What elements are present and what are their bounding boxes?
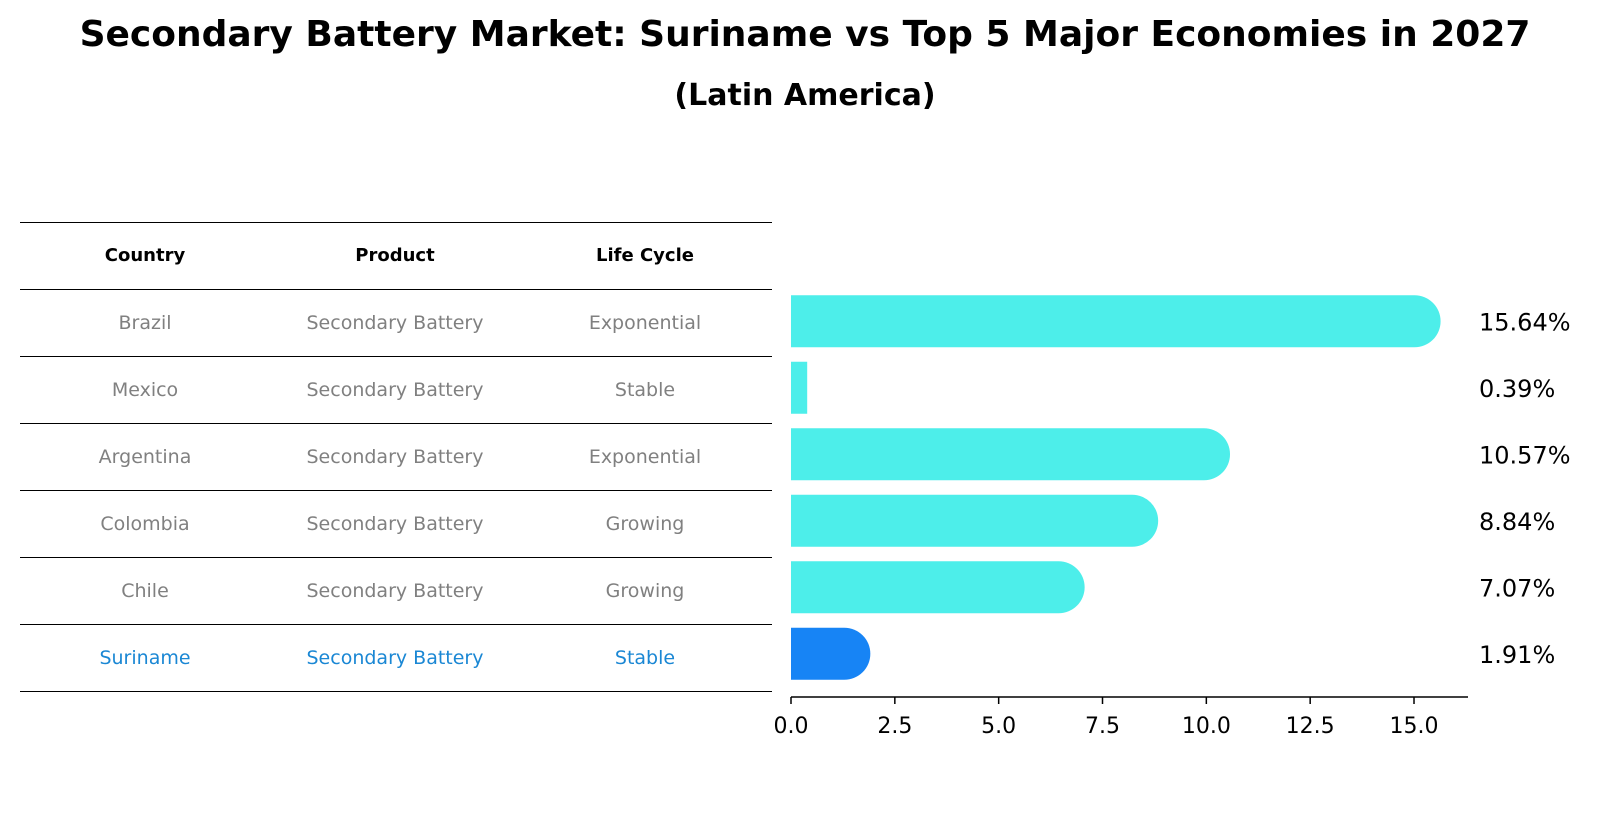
cell-country: Argentina [98,446,192,468]
cell-country: Chile [121,580,169,602]
cell-life-cycle: Growing [605,513,685,535]
market-table: Country Product Life Cycle Brazil Second… [20,222,772,692]
chart-title: Secondary Battery Market: Suriname vs To… [79,14,1531,55]
cell-life-cycle: Exponential [588,446,702,468]
x-tick-label: 5.0 [981,714,1016,739]
bar-mexico [791,361,808,414]
cell-country: Brazil [118,312,172,334]
x-tick-label: 15.0 [1390,714,1439,739]
data-label-mexico: 0.39% [1479,375,1555,403]
table-row: Brazil Secondary Battery Exponential [20,289,772,356]
bar-colombia [791,494,1159,547]
cell-life-cycle: Growing [605,580,685,602]
cell-country: Suriname [99,647,191,669]
bar-brazil [791,295,1441,348]
table-header-row: Country Product Life Cycle [20,222,772,289]
cell-product: Secondary Battery [306,513,484,535]
cell-life-cycle: Stable [614,647,676,669]
x-tick-label: 2.5 [877,714,912,739]
x-tick-label: 7.5 [1085,714,1120,739]
cell-product: Secondary Battery [306,580,484,602]
header-country: Country [104,245,186,266]
data-label-chile: 7.07% [1479,574,1555,602]
cell-life-cycle: Stable [614,379,676,401]
cell-country: Colombia [100,513,190,535]
cell-product: Secondary Battery [306,312,484,334]
data-label-argentina: 10.57% [1479,441,1571,469]
cell-product: Secondary Battery [306,379,484,401]
table-row-highlight: Suriname Secondary Battery Stable [20,624,772,692]
table-row: Mexico Secondary Battery Stable [20,356,772,423]
chart-subtitle: (Latin America) [674,78,936,113]
cell-life-cycle: Exponential [588,312,702,334]
cell-country: Mexico [111,379,179,401]
bar-chile [791,561,1085,614]
bar-suriname [791,627,871,680]
bar-argentina [791,428,1231,481]
cell-product: Secondary Battery [306,647,484,669]
x-tick-label: 10.0 [1182,714,1231,739]
header-life-cycle: Life Cycle [596,245,694,266]
cell-product: Secondary Battery [306,446,484,468]
data-label-colombia: 8.84% [1479,508,1555,536]
x-tick-label: 12.5 [1286,714,1335,739]
data-label-suriname: 1.91% [1479,641,1555,669]
header-product: Product [355,245,435,266]
table-row: Colombia Secondary Battery Growing [20,490,772,557]
table-row: Chile Secondary Battery Growing [20,557,772,624]
data-label-brazil: 15.64% [1479,308,1571,336]
x-tick-label: 0.0 [774,714,809,739]
table-row: Argentina Secondary Battery Exponential [20,423,772,490]
